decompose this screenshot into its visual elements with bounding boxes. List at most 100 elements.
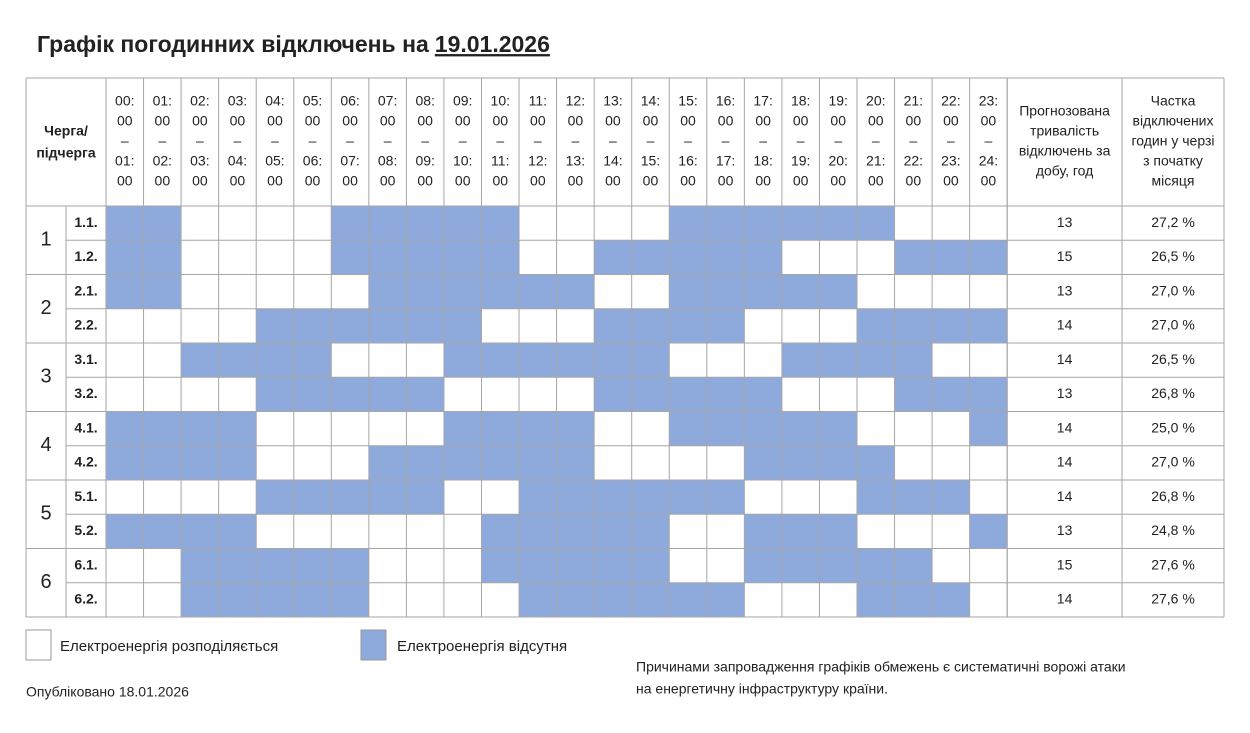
outage-cell: [744, 411, 782, 446]
share: 26,5 %: [1151, 248, 1195, 264]
outage-cell: [181, 548, 219, 583]
hour-header: 24:: [979, 153, 998, 169]
outage-cell: [932, 377, 970, 412]
outage-cell: [143, 206, 182, 241]
outage-cell: [706, 206, 745, 241]
outage-cell: [481, 206, 520, 241]
hour-header: 02:: [153, 153, 172, 169]
outage-cell: [969, 308, 1008, 343]
outage-cell: [631, 582, 670, 617]
outage-cell: [969, 377, 1008, 412]
outage-cell: [932, 582, 970, 617]
hour-header: 20:: [866, 93, 885, 109]
outage-cell: [556, 274, 595, 309]
subqueue: 2.2.: [74, 317, 97, 333]
outage-cell: [706, 274, 745, 309]
subqueue: 1.1.: [74, 214, 97, 230]
outage-cell: [631, 480, 670, 515]
outage-cell: [443, 206, 482, 241]
hour-header: 00: [568, 173, 584, 189]
outage-cell: [669, 480, 707, 515]
subqueue: 3.2.: [74, 385, 97, 401]
outage-cell: [293, 548, 332, 583]
hour-header: 00: [492, 173, 508, 189]
duration: 13: [1057, 522, 1073, 538]
hour-header: 00: [680, 113, 696, 129]
subqueue: 3.1.: [74, 351, 97, 367]
outage-cell: [706, 582, 745, 617]
outage-cell: [481, 514, 520, 549]
outage-cell: [556, 480, 595, 515]
hour-header: –: [571, 133, 579, 149]
hour-header: 18:: [753, 153, 772, 169]
outage-cell: [857, 206, 895, 241]
outage-cell: [894, 343, 933, 378]
hour-header: 00: [643, 173, 659, 189]
duration-header: добу, год: [1036, 163, 1094, 179]
hour-header: 00:: [115, 93, 134, 109]
outage-cell: [519, 480, 557, 515]
hour-header: 00: [793, 113, 809, 129]
hour-header: –: [722, 133, 730, 149]
outage-cell: [331, 582, 369, 617]
outage-cell: [857, 548, 895, 583]
note-line: на енергетичну інфраструктуру країни.: [636, 681, 888, 697]
subqueue: 1.2.: [74, 248, 97, 264]
outage-cell: [594, 582, 632, 617]
hour-header: 00: [230, 173, 246, 189]
outage-cell: [256, 548, 294, 583]
hour-header: 00: [380, 173, 396, 189]
corner-header: Черга/: [44, 123, 88, 139]
corner-header: підчерга: [36, 145, 96, 161]
outage-cell: [143, 240, 182, 275]
outage-cell: [519, 343, 557, 378]
duration: 14: [1057, 317, 1073, 333]
outage-cell: [218, 548, 257, 583]
hour-header: –: [834, 133, 842, 149]
duration: 14: [1057, 488, 1073, 504]
hour-header: 04:: [228, 153, 247, 169]
outage-cell: [594, 480, 632, 515]
hour-header: 10:: [491, 93, 510, 109]
share: 26,5 %: [1151, 351, 1195, 367]
hour-header: 05:: [303, 93, 322, 109]
legend-on: Електроенергія розподіляється: [60, 638, 278, 655]
outage-cell: [406, 445, 444, 480]
outage-cell: [368, 240, 407, 275]
hour-header: –: [309, 133, 317, 149]
hour-header: 01:: [153, 93, 172, 109]
hour-header: 00: [830, 173, 846, 189]
outage-cell: [106, 411, 144, 446]
hour-header: 00: [455, 113, 471, 129]
outage-cell: [256, 582, 294, 617]
hour-header: –: [797, 133, 805, 149]
outage-cell: [969, 514, 1008, 549]
hour-header: 16:: [678, 153, 697, 169]
outage-cell: [293, 582, 332, 617]
outage-cell: [406, 480, 444, 515]
hour-header: 16:: [716, 93, 735, 109]
outage-cell: [556, 343, 595, 378]
hour-header: –: [684, 133, 692, 149]
outage-cell: [781, 411, 820, 446]
duration: 14: [1057, 591, 1073, 607]
hour-header: 00: [680, 173, 696, 189]
duration: 13: [1057, 214, 1073, 230]
outage-cell: [669, 308, 707, 343]
outage-cell: [932, 240, 970, 275]
outage-cell: [744, 548, 782, 583]
outage-cell: [519, 548, 557, 583]
outage-cell: [669, 206, 707, 241]
outage-cell: [781, 445, 820, 480]
outage-cell: [894, 548, 933, 583]
hour-header: 11:: [529, 93, 547, 109]
outage-cell: [781, 343, 820, 378]
hour-header: 00: [981, 173, 997, 189]
outage-cell: [406, 377, 444, 412]
outage-cell: [781, 548, 820, 583]
hour-header: –: [459, 133, 467, 149]
hour-header: 00: [943, 113, 959, 129]
hour-header: –: [421, 133, 429, 149]
hour-header: –: [759, 133, 767, 149]
